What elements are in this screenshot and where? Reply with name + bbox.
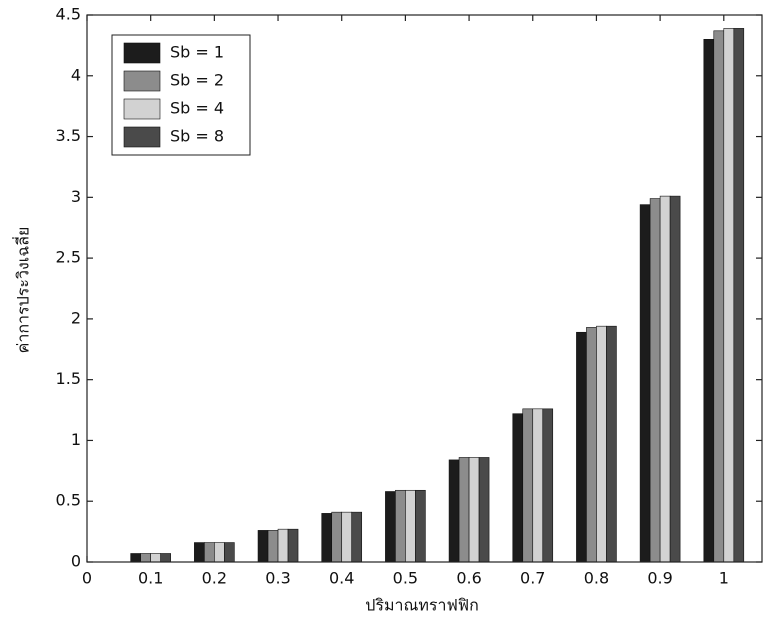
x-tick-label: 0.1 xyxy=(138,569,163,588)
bar xyxy=(468,457,480,563)
y-tick-label: 0 xyxy=(71,552,81,571)
y-tick-label: 2.5 xyxy=(56,248,81,267)
bar xyxy=(287,528,299,563)
bar xyxy=(639,204,651,563)
bar xyxy=(659,195,671,563)
bar xyxy=(596,325,607,563)
bar xyxy=(512,413,524,563)
bar xyxy=(606,325,617,563)
y-axis-label: ค่าการประวิงเฉลี่ย xyxy=(12,227,33,354)
bar xyxy=(723,28,735,563)
bar xyxy=(204,542,215,563)
bar xyxy=(649,198,661,563)
legend-swatch xyxy=(123,42,161,64)
bar xyxy=(224,542,235,563)
x-axis-label: ปริมาณทราฟฟิก xyxy=(365,596,479,615)
bar xyxy=(351,511,363,563)
bar xyxy=(713,30,725,563)
bar xyxy=(140,553,151,563)
y-tick-label: 4.5 xyxy=(56,5,81,24)
bar xyxy=(532,408,544,563)
plot-frame xyxy=(86,14,763,563)
bar xyxy=(395,489,406,563)
bar xyxy=(267,530,279,563)
x-tick-label: 0 xyxy=(82,569,92,588)
bar xyxy=(448,459,460,563)
x-tick-label: 0.8 xyxy=(584,569,609,588)
x-tick-label: 0.5 xyxy=(393,569,418,588)
legend-label: Sb = 2 xyxy=(170,71,224,90)
bar xyxy=(194,542,205,563)
x-tick-label: 0.2 xyxy=(202,569,227,588)
y-tick-label: 4 xyxy=(71,65,81,84)
bar xyxy=(478,457,490,563)
x-tick-label: 0.7 xyxy=(520,569,545,588)
x-tick-label: 0.6 xyxy=(456,569,481,588)
bar xyxy=(385,491,396,563)
y-tick-label: 1.5 xyxy=(56,369,81,388)
bar xyxy=(277,528,289,563)
bar xyxy=(703,39,715,563)
bar xyxy=(321,513,333,563)
bar xyxy=(415,489,426,563)
bar xyxy=(331,511,343,563)
bar xyxy=(458,457,470,563)
x-tick-label: 0.3 xyxy=(265,569,290,588)
bar xyxy=(586,327,597,563)
y-tick-label: 0.5 xyxy=(56,491,81,510)
bar xyxy=(214,542,225,563)
bar xyxy=(733,28,745,563)
bar xyxy=(669,195,681,563)
legend-label: Sb = 4 xyxy=(170,99,224,118)
legend-swatch xyxy=(123,126,161,148)
y-tick-label: 3.5 xyxy=(56,126,81,145)
y-tick-label: 3 xyxy=(71,187,81,206)
bar xyxy=(405,489,416,563)
bar xyxy=(130,553,141,563)
legend-label: Sb = 8 xyxy=(170,127,224,146)
legend-swatch xyxy=(123,98,161,120)
y-tick-label: 2 xyxy=(71,308,81,327)
bar xyxy=(576,331,587,563)
legend-label: Sb = 1 xyxy=(170,43,224,62)
legend-swatch xyxy=(123,70,161,92)
bar xyxy=(150,553,161,563)
y-tick-label: 1 xyxy=(71,430,81,449)
bar xyxy=(341,511,353,563)
bar xyxy=(522,408,534,563)
x-tick-label: 0.9 xyxy=(647,569,672,588)
bar xyxy=(160,553,171,563)
x-tick-label: 0.4 xyxy=(329,569,354,588)
bar xyxy=(257,530,269,563)
bar xyxy=(542,408,554,563)
x-tick-label: 1 xyxy=(719,569,729,588)
